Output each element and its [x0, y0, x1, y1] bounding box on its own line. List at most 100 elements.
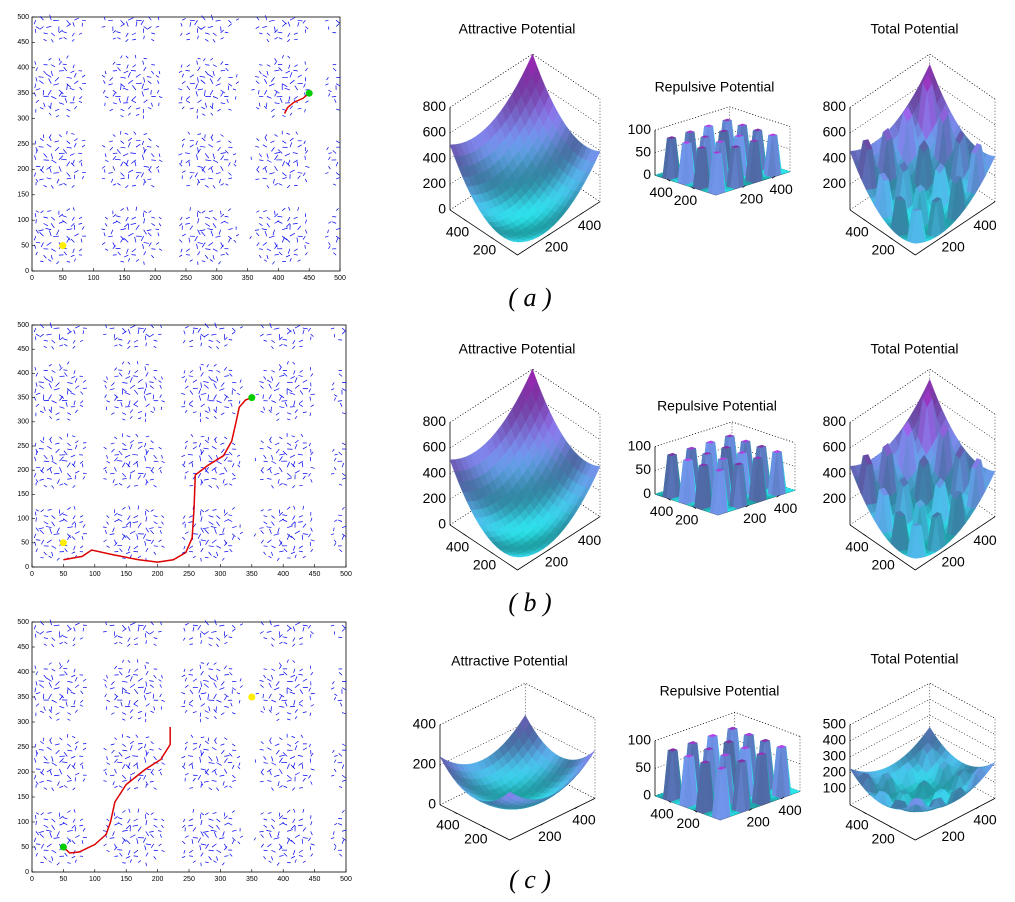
caption: ( b ) [508, 588, 551, 617]
x-tick-label: 500 [340, 876, 352, 883]
y-tick-label: 400 [17, 370, 29, 377]
z-tick-label: 0 [438, 516, 446, 532]
x-tick-label: 150 [120, 876, 132, 883]
y-tick-label: 200 [17, 166, 29, 173]
x-tick-label: 400 [446, 539, 470, 555]
y-tick-label: 100 [17, 515, 29, 522]
x-tick-label: 100 [89, 876, 101, 883]
position-marker [248, 394, 255, 401]
vector-arrow [117, 545, 122, 546]
x-tick-label: 400 [649, 184, 673, 200]
chart-title: Repulsive Potential [660, 683, 780, 699]
x-tick-label: 250 [183, 876, 195, 883]
x-tick-label: 200 [871, 242, 895, 258]
y-tick-label: 300 [17, 115, 29, 122]
y-tick-label: 150 [17, 491, 29, 498]
vector-arrow [117, 850, 122, 851]
z-tick-label: 100 [628, 121, 652, 137]
y-tick-label: 400 [17, 65, 29, 72]
z-tick-label: 800 [423, 413, 447, 429]
position-marker [60, 539, 67, 546]
x-tick-label: 200 [675, 511, 699, 527]
x-tick-label: 200 [464, 831, 488, 847]
z-tick-label: 400 [823, 149, 847, 165]
y-tick-label: 0 [25, 268, 29, 275]
x-tick-label: 400 [436, 817, 460, 833]
caption: ( a ) [508, 283, 551, 312]
z-tick-label: 600 [423, 124, 447, 140]
y-tick-label: 250 [17, 443, 29, 450]
y-tick-label: 200 [941, 238, 965, 254]
chart-title: Attractive Potential [451, 653, 568, 669]
y-tick-label: 350 [17, 90, 29, 97]
plot-frame [32, 325, 346, 567]
y-tick-label: 50 [21, 242, 29, 249]
y-tick-label: 400 [572, 811, 596, 827]
x-tick-label: 0 [30, 571, 34, 578]
x-tick-label: 450 [303, 275, 315, 282]
z-tick-label: 200 [423, 490, 447, 506]
x-tick-label: 200 [674, 192, 698, 208]
z-tick-label: 100 [628, 437, 652, 453]
x-tick-label: 300 [215, 876, 227, 883]
y-tick-label: 200 [941, 553, 965, 569]
y-tick-label: 0 [25, 869, 29, 876]
chart-title: Attractive Potential [459, 341, 576, 357]
y-tick-label: 400 [769, 181, 793, 197]
x-tick-label: 400 [845, 224, 869, 240]
x-tick-label: 200 [473, 242, 497, 258]
chart-title: Total Potential [871, 21, 959, 37]
y-tick-label: 200 [545, 238, 569, 254]
y-tick-label: 450 [17, 644, 29, 651]
y-tick-label: 150 [17, 794, 29, 801]
x-tick-label: 500 [340, 571, 352, 578]
x-tick-label: 200 [149, 275, 161, 282]
y-tick-label: 400 [774, 500, 798, 516]
chart-title: Attractive Potential [459, 21, 576, 37]
y-tick-label: 50 [21, 844, 29, 851]
z-tick-label: 800 [823, 413, 847, 429]
y-tick-label: 400 [973, 532, 997, 548]
x-tick-label: 350 [246, 571, 258, 578]
y-tick-label: 300 [17, 719, 29, 726]
x-tick-label: 500 [334, 275, 346, 282]
z-tick-label: 400 [423, 149, 447, 165]
x-tick-label: 400 [446, 224, 470, 240]
x-tick-label: 0 [30, 275, 34, 282]
z-tick-label: 200 [423, 175, 447, 191]
plot-frame [32, 17, 340, 271]
z-tick-label: 800 [823, 98, 847, 114]
vector-arrow [116, 248, 121, 249]
position-marker [248, 694, 255, 701]
y-tick-label: 400 [578, 532, 602, 548]
x-tick-label: 50 [60, 876, 68, 883]
x-tick-label: 150 [120, 571, 132, 578]
y-tick-label: 250 [17, 141, 29, 148]
figure: ( a ) ( b ) ( c ) 0501001502002503003504… [0, 0, 1015, 897]
x-tick-label: 50 [59, 275, 67, 282]
z-tick-label: 600 [423, 439, 447, 455]
y-tick-label: 500 [17, 619, 29, 626]
y-tick-label: 250 [17, 744, 29, 751]
y-tick-label: 100 [17, 217, 29, 224]
y-tick-label: 400 [578, 217, 602, 233]
y-tick-label: 350 [17, 394, 29, 401]
y-tick-label: 350 [17, 694, 29, 701]
y-tick-label: 300 [17, 419, 29, 426]
y-tick-label: 200 [17, 467, 29, 474]
x-tick-label: 300 [211, 275, 223, 282]
y-tick-label: 500 [17, 322, 29, 329]
z-tick-label: 200 [823, 175, 847, 191]
x-tick-label: 200 [152, 571, 164, 578]
x-tick-label: 200 [152, 876, 164, 883]
x-tick-label: 450 [309, 571, 321, 578]
y-tick-label: 200 [740, 190, 764, 206]
z-tick-label: 400 [823, 464, 847, 480]
chart-title: Repulsive Potential [657, 398, 777, 414]
y-tick-label: 450 [17, 39, 29, 46]
y-tick-label: 50 [21, 540, 29, 547]
position-marker [59, 242, 66, 249]
x-tick-label: 250 [183, 571, 195, 578]
z-tick-label: 0 [643, 485, 651, 501]
z-tick-label: 200 [823, 490, 847, 506]
